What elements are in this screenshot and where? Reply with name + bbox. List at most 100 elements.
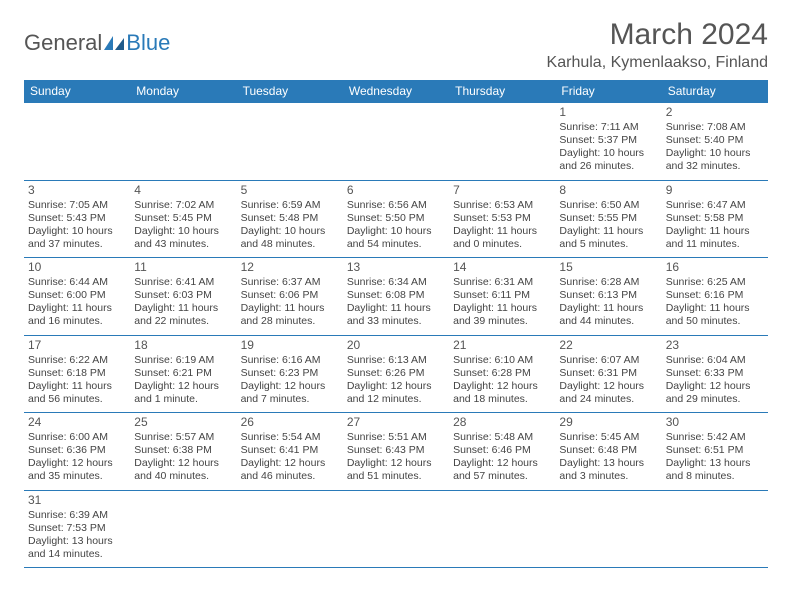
brand-text-1: General xyxy=(24,30,102,56)
sunrise-text: Sunrise: 7:05 AM xyxy=(28,199,126,212)
daylight-text: Daylight: 13 hours and 3 minutes. xyxy=(559,457,657,483)
sunrise-text: Sunrise: 5:57 AM xyxy=(134,431,232,444)
sunset-text: Sunset: 6:43 PM xyxy=(347,444,445,457)
sunrise-text: Sunrise: 6:39 AM xyxy=(28,509,126,522)
sunset-text: Sunset: 6:13 PM xyxy=(559,289,657,302)
brand-logo: General Blue xyxy=(24,30,170,56)
sunrise-text: Sunrise: 6:50 AM xyxy=(559,199,657,212)
day-number: 31 xyxy=(28,493,126,508)
day-number: 11 xyxy=(134,260,232,275)
sunrise-text: Sunrise: 6:25 AM xyxy=(666,276,764,289)
sunrise-text: Sunrise: 5:48 AM xyxy=(453,431,551,444)
day-number: 14 xyxy=(453,260,551,275)
sunset-text: Sunset: 6:51 PM xyxy=(666,444,764,457)
calendar-cell-empty xyxy=(662,490,768,568)
sunrise-text: Sunrise: 6:44 AM xyxy=(28,276,126,289)
daylight-text: Daylight: 12 hours and 18 minutes. xyxy=(453,380,551,406)
daylight-text: Daylight: 11 hours and 50 minutes. xyxy=(666,302,764,328)
day-number: 15 xyxy=(559,260,657,275)
daylight-text: Daylight: 11 hours and 28 minutes. xyxy=(241,302,339,328)
calendar-cell-empty xyxy=(130,490,236,568)
daylight-text: Daylight: 11 hours and 44 minutes. xyxy=(559,302,657,328)
sunrise-text: Sunrise: 6:19 AM xyxy=(134,354,232,367)
calendar-cell-empty xyxy=(555,490,661,568)
sunset-text: Sunset: 6:18 PM xyxy=(28,367,126,380)
sunset-text: Sunset: 6:21 PM xyxy=(134,367,232,380)
daylight-text: Daylight: 11 hours and 11 minutes. xyxy=(666,225,764,251)
sunrise-text: Sunrise: 6:28 AM xyxy=(559,276,657,289)
day-number: 27 xyxy=(347,415,445,430)
calendar-cell: 2Sunrise: 7:08 AMSunset: 5:40 PMDaylight… xyxy=(662,103,768,181)
sunrise-text: Sunrise: 5:54 AM xyxy=(241,431,339,444)
day-number: 26 xyxy=(241,415,339,430)
daylight-text: Daylight: 11 hours and 16 minutes. xyxy=(28,302,126,328)
page-title: March 2024 xyxy=(547,18,768,52)
calendar-cell-empty xyxy=(130,103,236,181)
sunrise-text: Sunrise: 6:41 AM xyxy=(134,276,232,289)
calendar-row: 31Sunrise: 6:39 AMSunset: 7:53 PMDayligh… xyxy=(24,490,768,568)
daylight-text: Daylight: 12 hours and 1 minute. xyxy=(134,380,232,406)
calendar-cell-empty xyxy=(237,103,343,181)
weekday-header: Monday xyxy=(130,80,236,103)
calendar-cell: 10Sunrise: 6:44 AMSunset: 6:00 PMDayligh… xyxy=(24,258,130,336)
day-number: 23 xyxy=(666,338,764,353)
calendar-cell: 7Sunrise: 6:53 AMSunset: 5:53 PMDaylight… xyxy=(449,180,555,258)
calendar-cell: 21Sunrise: 6:10 AMSunset: 6:28 PMDayligh… xyxy=(449,335,555,413)
sunset-text: Sunset: 6:08 PM xyxy=(347,289,445,302)
brand-text-2: Blue xyxy=(126,30,170,56)
sunrise-text: Sunrise: 6:16 AM xyxy=(241,354,339,367)
sunset-text: Sunset: 5:48 PM xyxy=(241,212,339,225)
sunset-text: Sunset: 6:00 PM xyxy=(28,289,126,302)
sunset-text: Sunset: 5:53 PM xyxy=(453,212,551,225)
daylight-text: Daylight: 11 hours and 33 minutes. xyxy=(347,302,445,328)
sunrise-text: Sunrise: 5:51 AM xyxy=(347,431,445,444)
day-number: 9 xyxy=(666,183,764,198)
calendar-cell: 12Sunrise: 6:37 AMSunset: 6:06 PMDayligh… xyxy=(237,258,343,336)
sunrise-text: Sunrise: 5:42 AM xyxy=(666,431,764,444)
sunset-text: Sunset: 6:03 PM xyxy=(134,289,232,302)
day-number: 30 xyxy=(666,415,764,430)
calendar-cell-empty xyxy=(24,103,130,181)
sunrise-text: Sunrise: 6:31 AM xyxy=(453,276,551,289)
calendar-cell: 18Sunrise: 6:19 AMSunset: 6:21 PMDayligh… xyxy=(130,335,236,413)
header: General Blue March 2024 Karhula, Kymenla… xyxy=(24,18,768,72)
sunset-text: Sunset: 6:31 PM xyxy=(559,367,657,380)
calendar-cell-empty xyxy=(237,490,343,568)
daylight-text: Daylight: 11 hours and 22 minutes. xyxy=(134,302,232,328)
day-number: 1 xyxy=(559,105,657,120)
daylight-text: Daylight: 13 hours and 14 minutes. xyxy=(28,535,126,561)
calendar-cell: 28Sunrise: 5:48 AMSunset: 6:46 PMDayligh… xyxy=(449,413,555,491)
sunrise-text: Sunrise: 6:10 AM xyxy=(453,354,551,367)
sunrise-text: Sunrise: 7:11 AM xyxy=(559,121,657,134)
sunrise-text: Sunrise: 6:00 AM xyxy=(28,431,126,444)
calendar-cell-empty xyxy=(449,103,555,181)
daylight-text: Daylight: 12 hours and 29 minutes. xyxy=(666,380,764,406)
sunrise-text: Sunrise: 6:04 AM xyxy=(666,354,764,367)
weekday-header: Tuesday xyxy=(237,80,343,103)
daylight-text: Daylight: 10 hours and 54 minutes. xyxy=(347,225,445,251)
daylight-text: Daylight: 13 hours and 8 minutes. xyxy=(666,457,764,483)
calendar-cell: 1Sunrise: 7:11 AMSunset: 5:37 PMDaylight… xyxy=(555,103,661,181)
weekday-header: Saturday xyxy=(662,80,768,103)
daylight-text: Daylight: 12 hours and 12 minutes. xyxy=(347,380,445,406)
sunset-text: Sunset: 7:53 PM xyxy=(28,522,126,535)
daylight-text: Daylight: 11 hours and 56 minutes. xyxy=(28,380,126,406)
calendar-cell: 25Sunrise: 5:57 AMSunset: 6:38 PMDayligh… xyxy=(130,413,236,491)
daylight-text: Daylight: 11 hours and 39 minutes. xyxy=(453,302,551,328)
sunrise-text: Sunrise: 7:08 AM xyxy=(666,121,764,134)
calendar-cell-empty xyxy=(343,103,449,181)
day-number: 6 xyxy=(347,183,445,198)
daylight-text: Daylight: 12 hours and 57 minutes. xyxy=(453,457,551,483)
sunset-text: Sunset: 6:33 PM xyxy=(666,367,764,380)
daylight-text: Daylight: 12 hours and 35 minutes. xyxy=(28,457,126,483)
sunrise-text: Sunrise: 6:34 AM xyxy=(347,276,445,289)
calendar-cell: 17Sunrise: 6:22 AMSunset: 6:18 PMDayligh… xyxy=(24,335,130,413)
calendar-cell: 19Sunrise: 6:16 AMSunset: 6:23 PMDayligh… xyxy=(237,335,343,413)
sunset-text: Sunset: 6:41 PM xyxy=(241,444,339,457)
sunset-text: Sunset: 6:38 PM xyxy=(134,444,232,457)
daylight-text: Daylight: 11 hours and 5 minutes. xyxy=(559,225,657,251)
weekday-header: Sunday xyxy=(24,80,130,103)
sunset-text: Sunset: 5:37 PM xyxy=(559,134,657,147)
sunrise-text: Sunrise: 7:02 AM xyxy=(134,199,232,212)
calendar-cell: 15Sunrise: 6:28 AMSunset: 6:13 PMDayligh… xyxy=(555,258,661,336)
